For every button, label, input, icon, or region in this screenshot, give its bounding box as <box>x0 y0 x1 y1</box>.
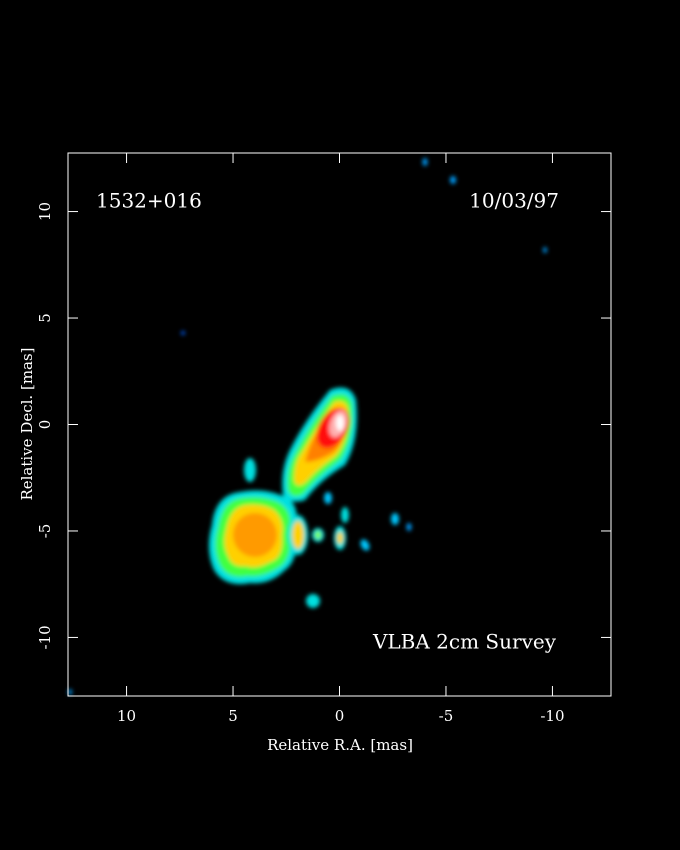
y-axis-label: Relative Decl. [mas] <box>18 347 36 500</box>
emission-map <box>68 158 547 695</box>
y-tick-label: 10 <box>36 202 54 221</box>
x-tick-label: 10 <box>117 707 136 725</box>
y-tick-label: 0 <box>36 420 54 430</box>
y-tick-label: 5 <box>36 313 54 323</box>
survey-label: VLBA 2cm Survey <box>372 630 557 654</box>
x-tick-label: 0 <box>335 707 345 725</box>
x-axis-label: Relative R.A. [mas] <box>267 736 413 754</box>
x-tick-label: -5 <box>439 707 454 725</box>
source-name: 1532+016 <box>96 189 202 213</box>
observation-date: 10/03/97 <box>469 189 559 213</box>
y-tick-label: -10 <box>36 625 54 649</box>
y-tick-label: -5 <box>36 524 54 539</box>
x-tick-label: 5 <box>228 707 238 725</box>
x-tick-label: -10 <box>540 707 564 725</box>
